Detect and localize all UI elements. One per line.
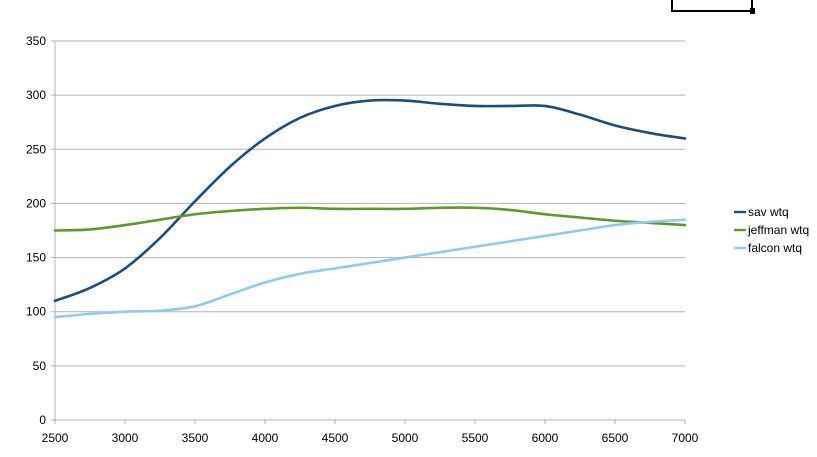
x-tick-label: 4500 xyxy=(322,431,349,445)
grid-lines xyxy=(55,40,685,367)
x-tick-label: 2500 xyxy=(42,431,69,445)
legend-label-falcon-wtq: falcon wtq xyxy=(748,241,802,255)
x-tick-label: 4000 xyxy=(252,431,279,445)
x-tick-label: 5000 xyxy=(392,431,419,445)
legend: sav wtq jeffman wtq falcon wtq xyxy=(734,205,809,255)
y-tick-label: 150 xyxy=(26,251,46,265)
x-tick-label: 3000 xyxy=(112,431,139,445)
series-line-jeffman-wtq xyxy=(53,206,687,232)
x-tick-label: 5500 xyxy=(462,431,489,445)
y-tick-label: 250 xyxy=(26,142,46,156)
axes xyxy=(54,41,685,421)
series-line-falcon-wtq xyxy=(53,218,687,319)
y-tick-label: 200 xyxy=(26,196,46,210)
legend-label-sav-wtq: sav wtq xyxy=(748,205,789,219)
y-tick-label: 300 xyxy=(26,88,46,102)
x-tick-label: 6500 xyxy=(602,431,629,445)
x-tick-label: 6000 xyxy=(532,431,559,445)
y-tick-label: 350 xyxy=(26,34,46,48)
series-line-sav-wtq xyxy=(53,98,687,303)
x-tick-label: 7000 xyxy=(672,431,699,445)
series-lines xyxy=(53,98,687,319)
x-axis-ticks: 2500 3000 3500 4000 4500 5000 5500 6000 6500 7000 xyxy=(42,420,699,445)
x-tick-label: 3500 xyxy=(182,431,209,445)
corner-frame xyxy=(671,0,753,12)
y-tick-label: 50 xyxy=(33,359,47,373)
corner-handle xyxy=(750,8,755,14)
y-tick-label: 0 xyxy=(39,413,46,427)
legend-label-jeffman-wtq: jeffman wtq xyxy=(747,223,809,237)
y-axis-ticks: 0 50 100 150 200 250 300 350 xyxy=(26,34,55,427)
y-tick-label: 100 xyxy=(26,305,46,319)
